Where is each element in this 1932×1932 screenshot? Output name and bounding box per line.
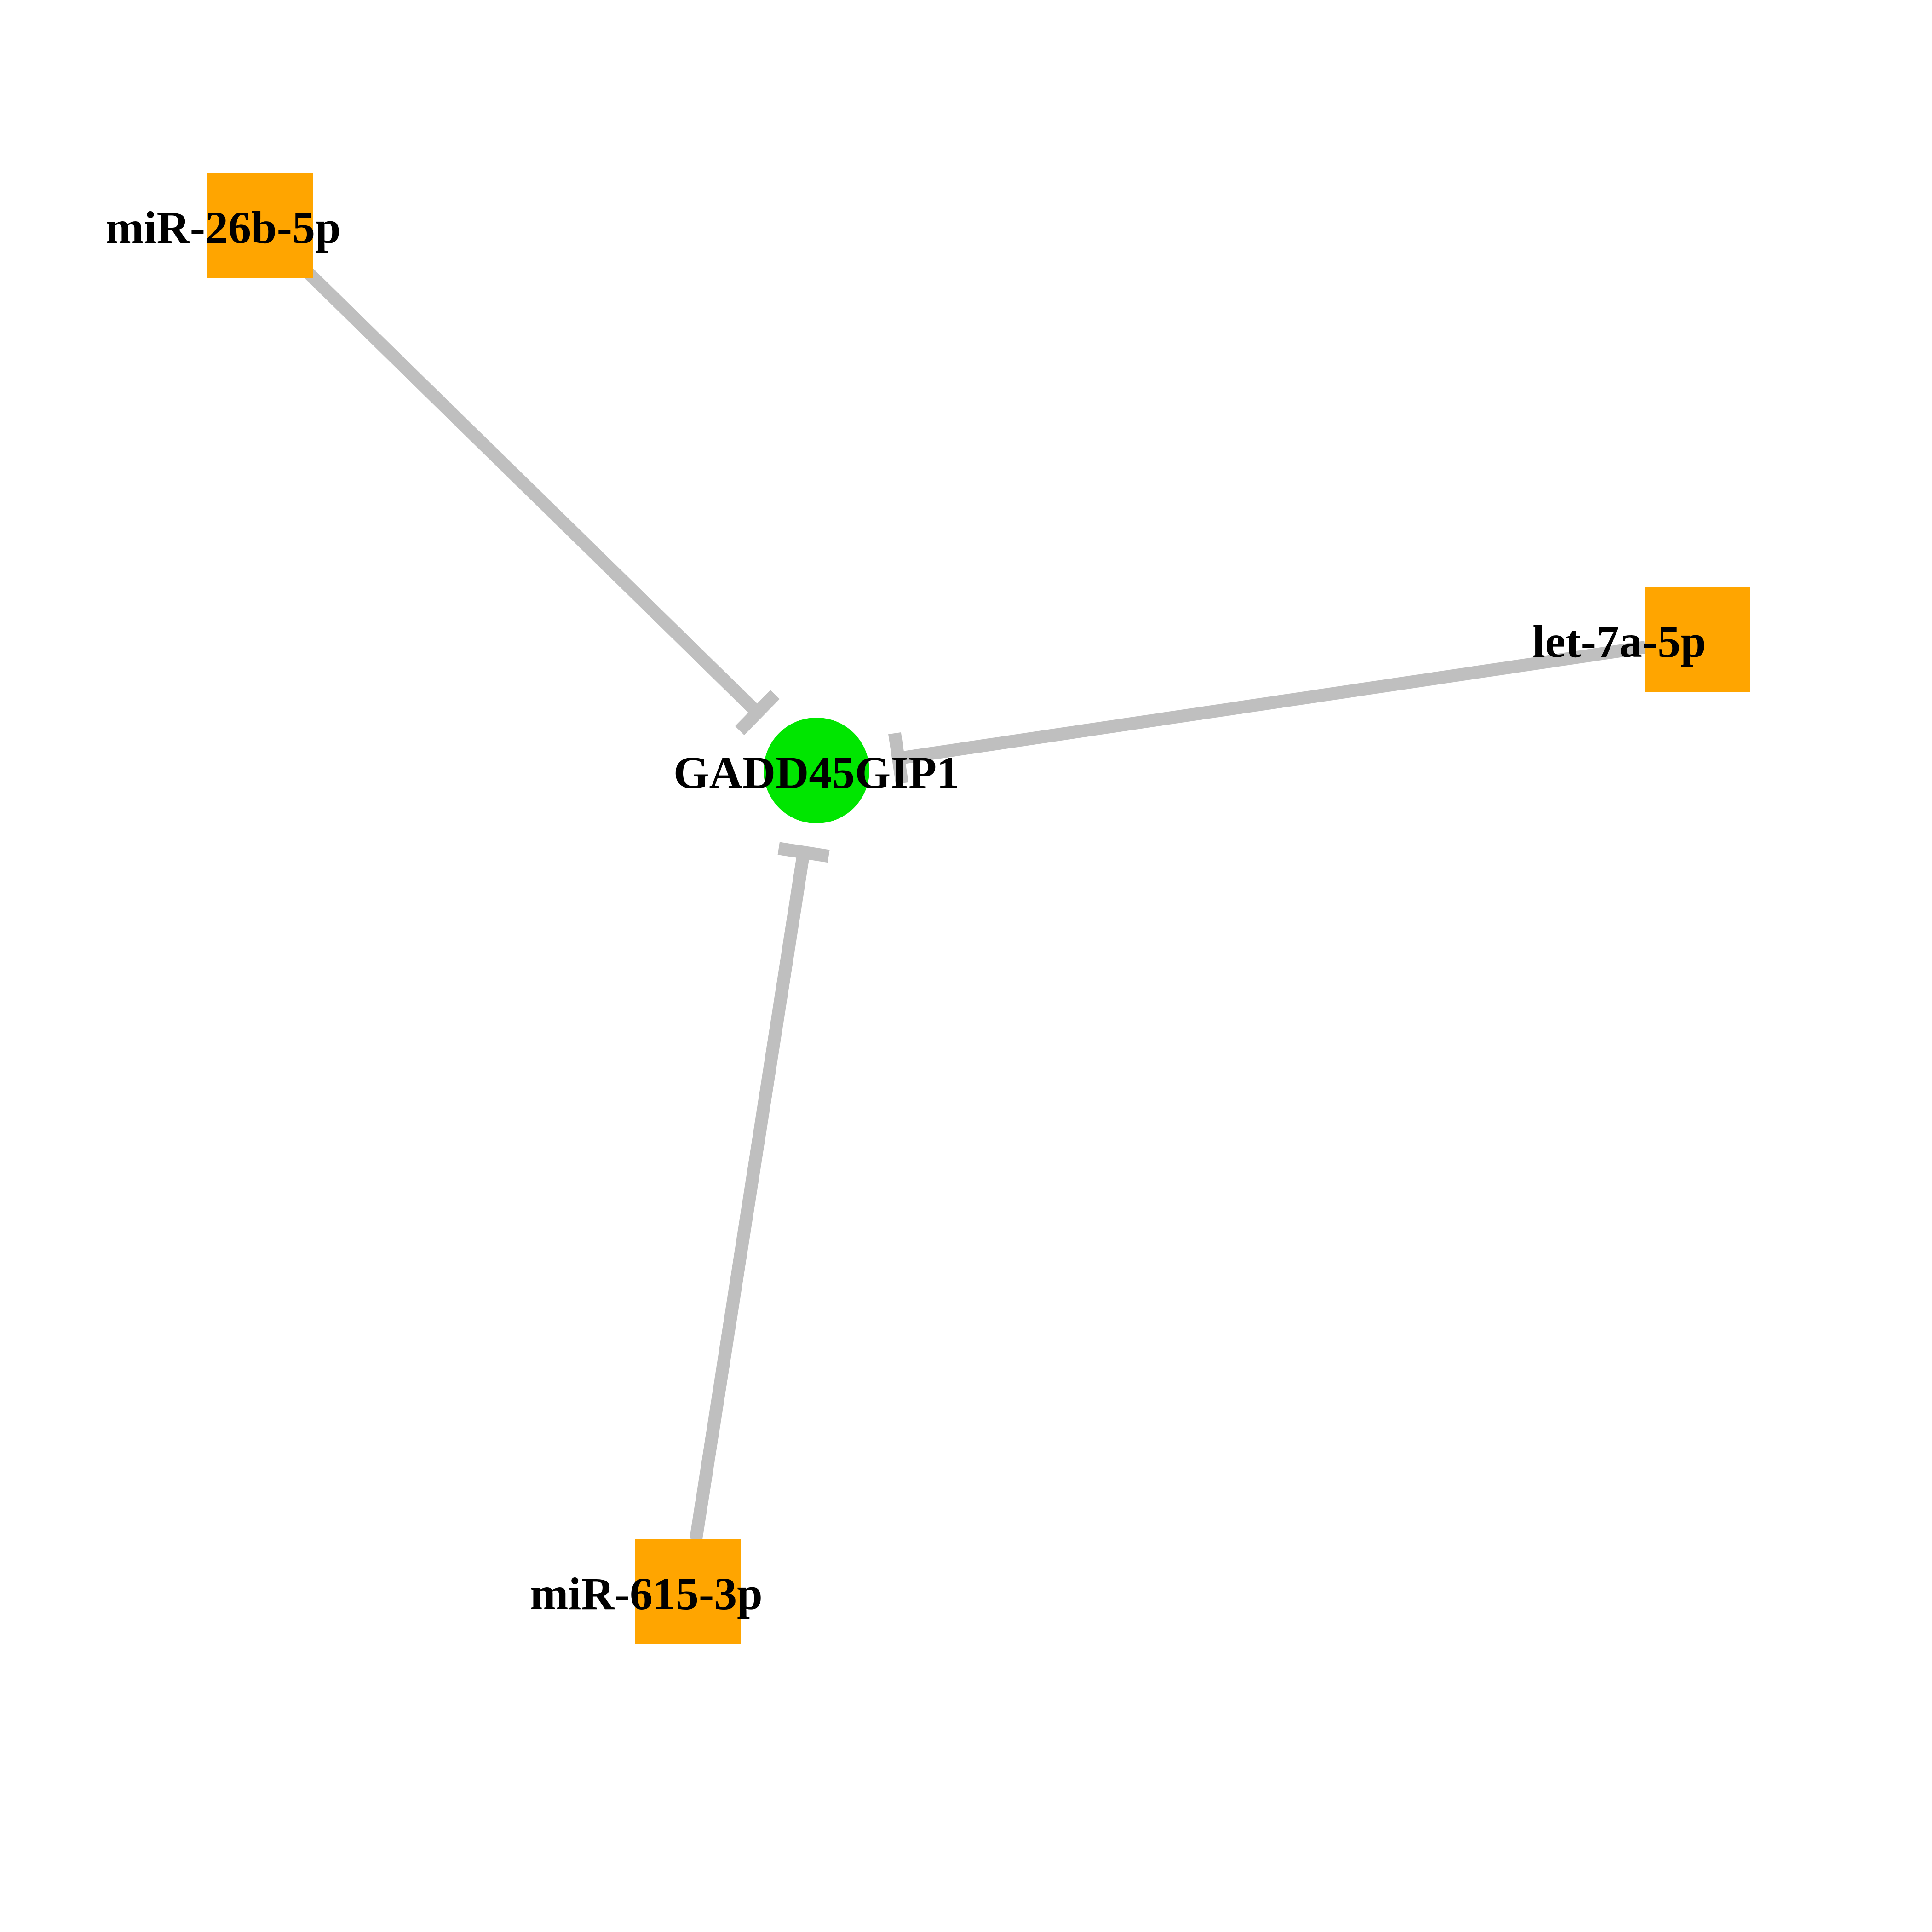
node-label: let-7a-5p: [1532, 616, 1706, 667]
inhibition-bar-icon: [779, 848, 829, 856]
label-layer: GADD45GIP1 miR-26b-5p let-7a-5p miR-615-3p: [105, 202, 1706, 1619]
node-label: miR-26b-5p: [105, 202, 340, 253]
node-label: miR-615-3p: [530, 1568, 763, 1619]
edge-layer: [298, 262, 1645, 1539]
edge-line: [696, 852, 804, 1540]
node-label: GADD45GIP1: [673, 747, 960, 798]
edge-line: [298, 262, 757, 713]
network-diagram: GADD45GIP1 miR-26b-5p let-7a-5p miR-615-3p: [0, 0, 1932, 1932]
